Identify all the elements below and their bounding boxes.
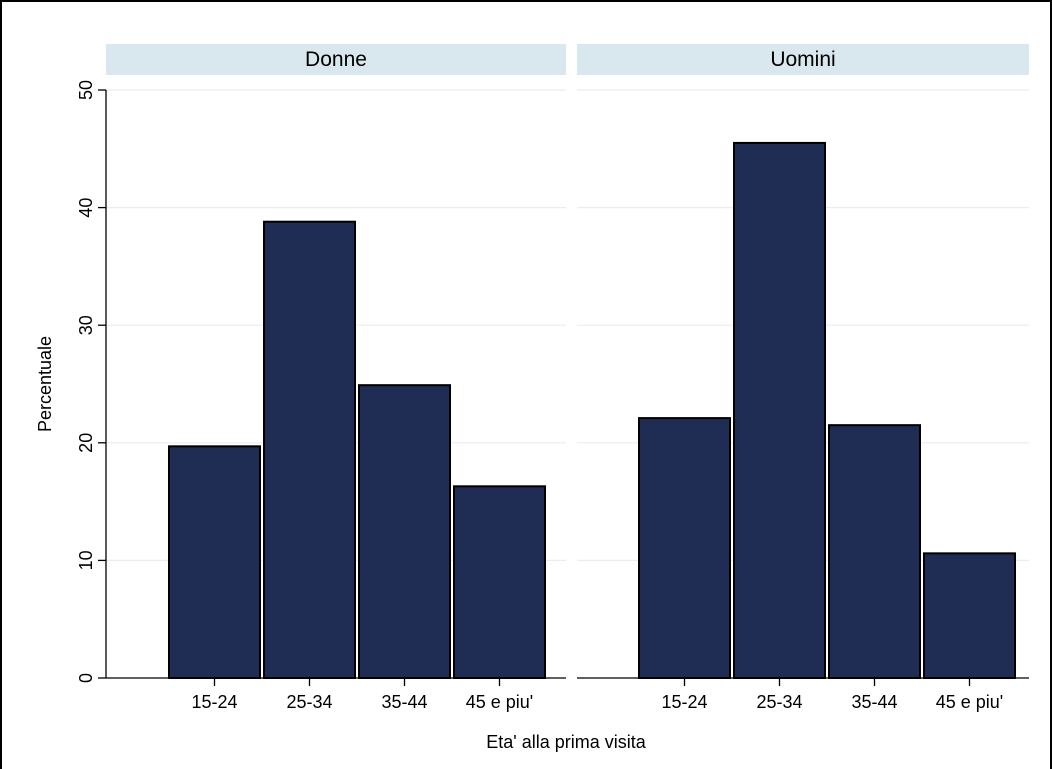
y-tick-label: 30 <box>76 315 96 335</box>
y-tick-label: 10 <box>76 550 96 570</box>
panel-header-donne <box>106 44 566 75</box>
bar <box>263 220 356 679</box>
x-tick-label: 15-24 <box>191 692 237 712</box>
x-tick-label: 45 e piu' <box>466 692 534 712</box>
bar <box>638 417 731 679</box>
bar <box>828 424 921 679</box>
bar <box>168 445 261 679</box>
x-tick-label: 15-24 <box>661 692 707 712</box>
y-tick-label: 0 <box>76 673 96 683</box>
x-tick-label: 45 e piu' <box>936 692 1004 712</box>
panel-header-uomini <box>577 44 1029 75</box>
x-axis-label: Eta' alla prima visita <box>486 732 646 752</box>
y-tick-label: 20 <box>76 433 96 453</box>
bar <box>923 552 1016 679</box>
y-axis-label: Percentuale <box>35 336 55 432</box>
bar <box>453 485 546 680</box>
panel-title-uomini: Uomini <box>770 48 835 71</box>
x-tick-label: 25-34 <box>756 692 802 712</box>
x-tick-label: 35-44 <box>851 692 897 712</box>
bar <box>733 141 826 680</box>
panel-title-donne: Donne <box>305 48 367 71</box>
x-tick-label: 35-44 <box>381 692 427 712</box>
y-tick-label: 50 <box>76 80 96 100</box>
bar <box>358 384 451 679</box>
x-tick-label: 25-34 <box>286 692 332 712</box>
y-tick-label: 40 <box>76 198 96 218</box>
